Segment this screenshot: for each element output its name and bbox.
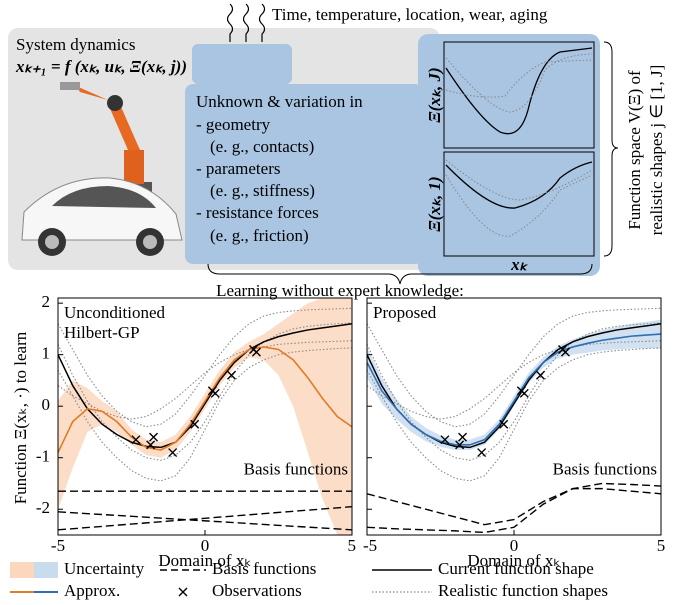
y-tick-label: 0 [42, 395, 51, 414]
realistic-shape [367, 322, 661, 461]
realistic-shape [58, 307, 352, 428]
observation [146, 440, 156, 450]
variation-item: - geometry [196, 115, 271, 134]
legend-label: Approx. [64, 581, 120, 600]
x-axis-label: Domain of xₖ [158, 551, 251, 570]
equation-highlight [192, 44, 292, 84]
learning-label: Learning without expert knowledge: [216, 281, 464, 300]
variation-box [185, 84, 423, 264]
observation [149, 432, 159, 442]
observation [519, 388, 529, 398]
x-tick-label: 0 [510, 536, 519, 555]
plot-area [58, 298, 352, 535]
variation-item: - parameters [196, 159, 280, 178]
panel-title: Unconditioned [64, 303, 166, 322]
brace [207, 263, 593, 285]
observation [251, 347, 261, 357]
y-tick-label: -1 [36, 447, 50, 466]
variation-item: - resistance forces [196, 203, 319, 222]
legend-label: Observations [212, 581, 302, 600]
y-axis-label: Function Ξ(xₖ, ·) to learn [11, 331, 30, 504]
observation [226, 370, 236, 380]
robot-image [60, 82, 152, 194]
inset-plot [443, 41, 595, 149]
inset-plot [443, 151, 595, 257]
x-tick-label: -5 [51, 536, 65, 555]
y-tick-label: 2 [42, 292, 51, 311]
observation [499, 419, 509, 429]
uncertainty-band [367, 319, 661, 450]
legend-label: Uncertainty [64, 559, 145, 578]
observation [458, 432, 468, 442]
legend-swatch [178, 587, 188, 597]
legend: Uncertainty Basis functions Current func… [10, 559, 608, 600]
realistic-shape [367, 347, 661, 482]
car-image [21, 177, 183, 256]
x-tick-label: 5 [348, 536, 357, 555]
x-axis-label: Domain of xₖ [467, 551, 560, 570]
panel-title: Proposed [373, 303, 437, 322]
realistic-shape [367, 340, 661, 420]
inset-curves [445, 47, 593, 237]
current-function [58, 323, 352, 449]
influences: Time, temperature, location, wear, aging [272, 5, 548, 24]
system-title: System dynamics [16, 35, 135, 54]
variation-item: (e. g., friction) [210, 226, 309, 245]
observation [131, 435, 141, 445]
realistic-shape [367, 307, 661, 428]
approx-line [367, 333, 661, 446]
realistic-shape [58, 347, 352, 482]
equation: xₖ₊₁ = f (xₖ, uₖ, Ξ(xₖ, j)) [15, 57, 187, 76]
legend-swatch [10, 562, 34, 578]
uncertainty-band [58, 298, 352, 535]
legend-label: Basis functions [212, 559, 316, 578]
y-tick-label: 1 [42, 344, 51, 363]
realistic-shape [58, 340, 352, 420]
inset-x-label: xₖ [510, 255, 529, 274]
inset-box [418, 34, 600, 276]
observation [440, 435, 450, 445]
inset-y-label: Ξ(xₖ, 1) [425, 176, 444, 231]
basis-label: Basis functions [244, 460, 348, 479]
basis-function [58, 511, 352, 531]
variation-heading: Unknown & variation in [196, 92, 363, 111]
panel-title: Hilbert-GP [64, 323, 140, 342]
influence-arrows [226, 3, 266, 42]
plot-area [367, 307, 661, 534]
x-tick-label: -5 [363, 536, 377, 555]
approx-line [58, 346, 352, 453]
x-tick-label: 5 [657, 536, 666, 555]
observation [560, 347, 570, 357]
basis-function [58, 505, 352, 531]
basis-label: Basis functions [553, 460, 657, 479]
legend-label: Realistic function shapes [438, 581, 608, 600]
basis-function [367, 482, 661, 534]
y-tick-label: -2 [36, 498, 50, 517]
x-tick-label: 0 [201, 536, 210, 555]
observation [455, 440, 465, 450]
observation [190, 419, 200, 429]
observation [535, 370, 545, 380]
brace [603, 41, 619, 257]
variation-item: (e. g., contacts) [210, 137, 314, 156]
observation [477, 448, 487, 458]
observation [210, 388, 220, 398]
inset-y-label: Ξ(xₖ, J) [425, 67, 444, 122]
variation-item: (e. g., stiffness) [210, 181, 315, 200]
basis-function [367, 487, 661, 526]
function-space-label: Function space V(Ξ) of [625, 70, 644, 230]
legend-swatch [34, 562, 58, 578]
function-space-label: realistic shapes j ∈ [1, J] [647, 65, 666, 236]
observation [168, 448, 178, 458]
realistic-shape [58, 322, 352, 461]
legend-label: Current function shape [438, 559, 594, 578]
